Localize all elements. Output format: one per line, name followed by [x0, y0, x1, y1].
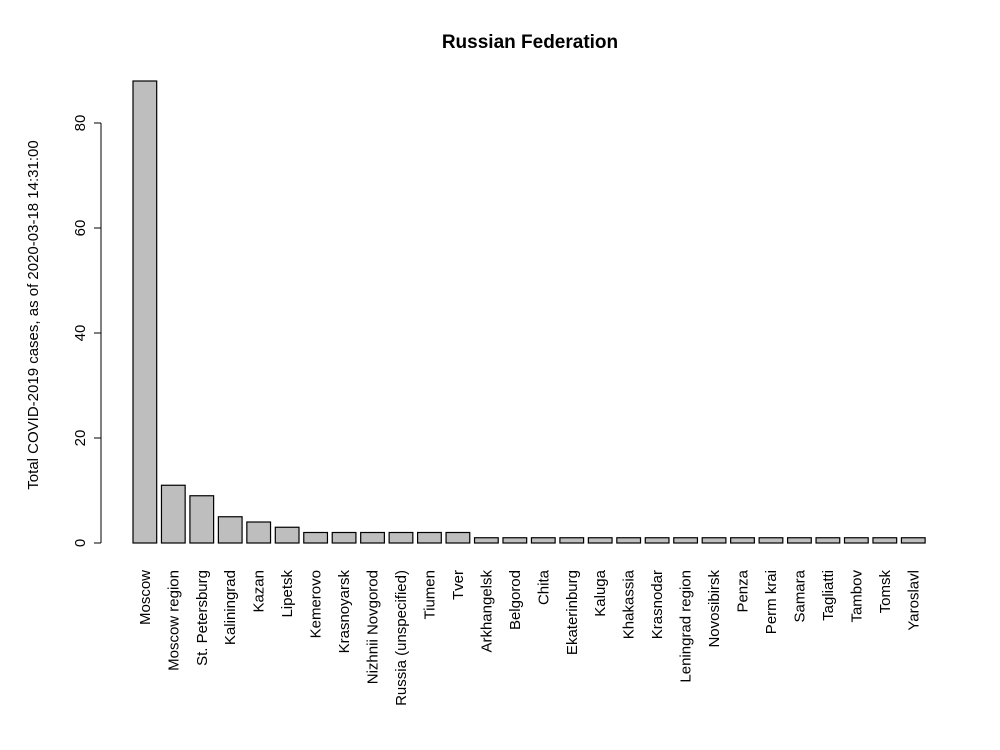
x-tick-label: Chita	[535, 569, 552, 605]
bar	[872, 537, 898, 544]
bar	[331, 531, 357, 544]
bars-group	[132, 80, 926, 544]
chart-title: Russian Federation	[442, 32, 618, 53]
x-tick-label: Tver	[450, 570, 467, 600]
x-tick-label: Ekaterinburg	[564, 570, 581, 655]
bar	[730, 537, 755, 544]
bar	[274, 526, 300, 544]
x-tick-label: Kaluga	[592, 569, 609, 616]
bar	[217, 516, 243, 544]
x-tick-label: Krasnodar	[649, 570, 666, 639]
bar	[417, 531, 442, 544]
bar	[786, 537, 812, 544]
bar	[843, 537, 869, 544]
x-tick-label: Penza	[735, 569, 752, 612]
y-tick-label: 60	[72, 220, 89, 237]
y-axis-title: Total COVID-2019 cases, as of 2020-03-18…	[25, 140, 42, 489]
bar	[701, 537, 727, 544]
bar	[473, 537, 499, 544]
bar	[530, 537, 556, 544]
bar	[559, 537, 585, 544]
x-tick-label: Leningrad region	[678, 570, 695, 683]
x-tick-label: Kemerovo	[308, 570, 325, 638]
bar	[189, 495, 215, 544]
x-tick-label: Tambov	[848, 570, 865, 623]
x-tick-label: Novosibirsk	[706, 570, 723, 648]
x-tick-label: Samara	[791, 569, 808, 622]
y-axis: 0 20 40 60 80	[72, 115, 102, 547]
x-tick-labels: Moscow Moscow region St. Petersburg Kalinin…	[137, 569, 922, 706]
bar	[815, 537, 841, 544]
x-tick-label: Russia (unspecified)	[393, 570, 410, 706]
bar	[644, 537, 670, 544]
x-tick-label: Lipetsk	[279, 570, 296, 618]
x-tick-label: Tiumen	[421, 570, 438, 619]
bar	[900, 537, 926, 544]
bar	[303, 531, 329, 544]
x-tick-label: Tomsk	[877, 570, 894, 614]
bar	[160, 484, 186, 544]
x-tick-label: Krasnoyarsk	[336, 570, 353, 654]
x-tick-label: Nizhnii Novgorod	[365, 570, 382, 684]
bar	[616, 537, 642, 544]
x-tick-label: Belgorod	[507, 570, 524, 630]
x-tick-label: Khakassia	[621, 569, 638, 639]
bar	[758, 537, 784, 544]
bar	[502, 537, 528, 544]
y-tick-label: 0	[72, 539, 89, 547]
bar	[388, 531, 414, 544]
x-tick-label: Tagliatti	[820, 570, 837, 621]
x-tick-label: Yaroslavl	[905, 570, 922, 631]
bar	[673, 537, 699, 544]
y-tick-label: 20	[72, 430, 89, 447]
y-tick-label: 40	[72, 325, 89, 342]
bar	[360, 531, 385, 544]
x-tick-label: Moscow region	[165, 570, 182, 671]
x-tick-label: St. Petersburg	[194, 570, 211, 666]
bar	[132, 80, 158, 544]
bar	[246, 521, 272, 544]
x-tick-label: Kaliningrad	[222, 570, 239, 645]
bar	[587, 537, 613, 544]
bar	[445, 531, 471, 544]
x-tick-label: Kazan	[251, 570, 268, 613]
y-tick-label: 80	[72, 115, 89, 132]
x-tick-label: Perm krai	[763, 570, 780, 634]
x-tick-label: Moscow	[137, 570, 154, 625]
x-tick-label: Arkhangelsk	[478, 570, 495, 653]
